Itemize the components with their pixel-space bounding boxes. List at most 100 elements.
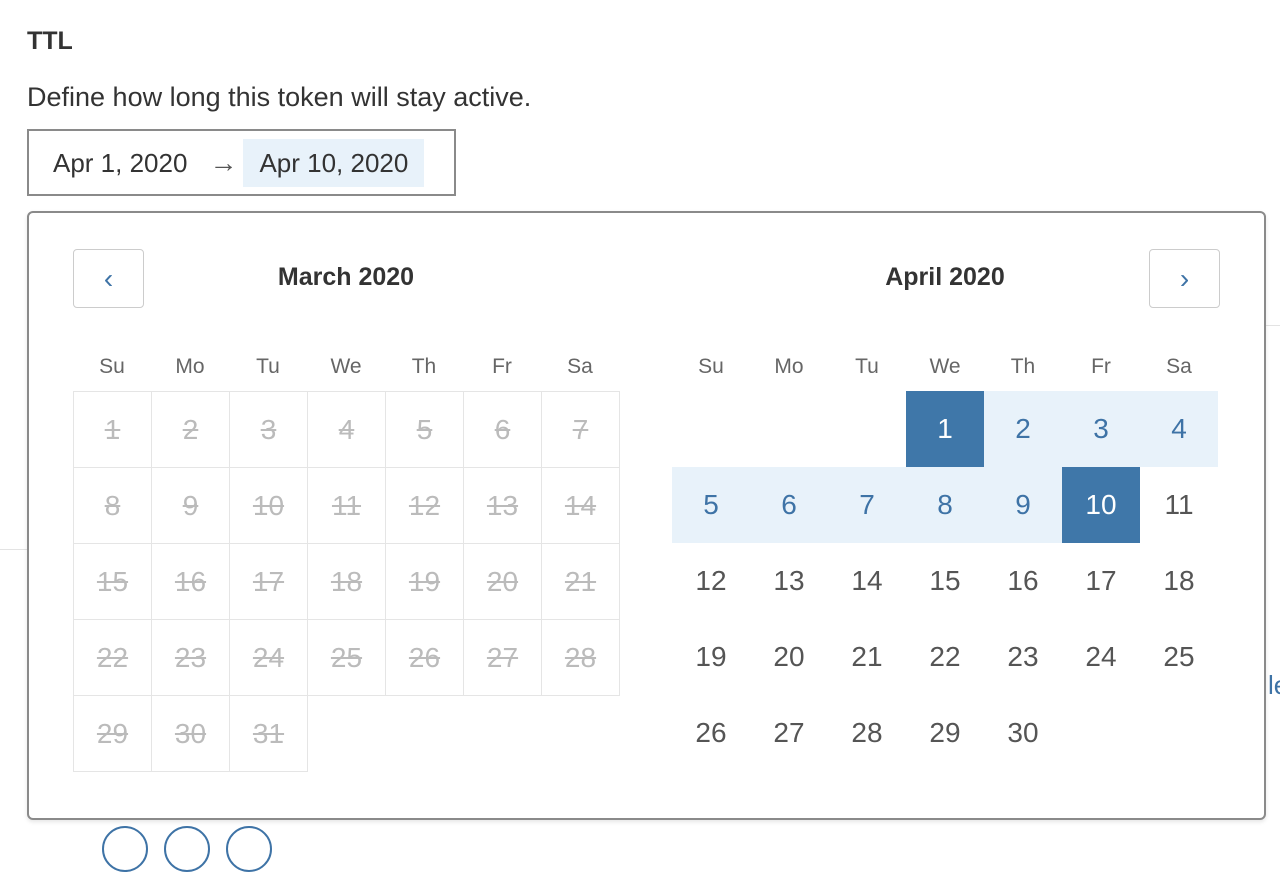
day-cell: 19	[386, 544, 464, 620]
day-cell: 3	[230, 392, 308, 468]
day-cell[interactable]: 18	[1163, 565, 1195, 596]
day-cell: 20	[464, 544, 542, 620]
day-cell[interactable]: 29	[929, 717, 961, 748]
day-cell: 7	[542, 392, 620, 468]
divider	[1266, 325, 1280, 326]
section-description: Define how long this token will stay act…	[27, 82, 532, 112]
day-cell[interactable]: 30	[1007, 717, 1039, 748]
weekday-label: Su	[698, 355, 724, 378]
day-cell[interactable]: 6	[750, 467, 828, 543]
day-cell: 10	[230, 468, 308, 544]
day-cell[interactable]: 21	[851, 641, 883, 672]
day-cell[interactable]: 27	[773, 717, 805, 748]
day-cell[interactable]: 23	[1007, 641, 1039, 672]
day-cell: 12	[386, 468, 464, 544]
day-cell[interactable]: 3	[1062, 391, 1140, 467]
day-cell: 17	[230, 544, 308, 620]
divider	[0, 549, 27, 550]
end-date[interactable]: Apr 10, 2020	[243, 138, 425, 187]
day-cell: 26	[386, 620, 464, 696]
day-cell[interactable]: 9	[984, 467, 1062, 543]
arrow-right-icon: →	[209, 146, 238, 178]
circle-button[interactable]	[102, 826, 148, 872]
day-cell: 29	[74, 696, 152, 772]
day-cell[interactable]: 15	[929, 565, 961, 596]
day-cell: 4	[308, 392, 386, 468]
day-cell: 28	[542, 620, 620, 696]
weekday-label: Fr	[1091, 355, 1111, 378]
weekday-label: Mo	[774, 355, 804, 378]
day-cell[interactable]: 2	[984, 391, 1062, 467]
month-title-march: March 2020	[277, 263, 415, 291]
empty-cell	[750, 391, 828, 467]
day-cell[interactable]: 19	[695, 641, 727, 672]
prev-month-button[interactable]: ‹	[73, 249, 144, 308]
day-cell[interactable]: 4	[1140, 391, 1218, 467]
weekday-label: Tu	[855, 355, 879, 378]
circle-button[interactable]	[226, 826, 272, 872]
section-title: TTL	[27, 27, 73, 55]
day-cell[interactable]: 5	[672, 467, 750, 543]
weekday-label: Th	[1010, 355, 1036, 378]
chevron-left-icon: ‹	[103, 262, 114, 294]
month-title-april: April 2020	[885, 263, 1005, 291]
day-cell: 5	[386, 392, 464, 468]
day-cell: 22	[74, 620, 152, 696]
next-month-button[interactable]: ›	[1149, 249, 1220, 308]
day-cell[interactable]: 17	[1085, 565, 1117, 596]
weekday-label: Th	[411, 355, 437, 378]
day-cell[interactable]: 11	[1164, 489, 1194, 520]
date-picker-popup: ‹ › March 2020 April 2020 Su Mo Tu We Th Fr Sa…	[27, 211, 1266, 820]
day-cell[interactable]: 13	[773, 565, 805, 596]
day-cell[interactable]: 1	[906, 391, 984, 467]
weekday-label: Tu	[256, 355, 280, 378]
weekday-label: Su	[99, 355, 125, 378]
day-cell[interactable]: 7	[828, 467, 906, 543]
day-cell: 9	[152, 468, 230, 544]
weekday-label: We	[330, 355, 362, 378]
day-cell[interactable]: 10	[1062, 467, 1140, 543]
day-cell: 11	[308, 468, 386, 544]
day-cell: 2	[152, 392, 230, 468]
circle-button[interactable]	[164, 826, 210, 872]
day-cell: 24	[230, 620, 308, 696]
day-cell[interactable]: 14	[851, 565, 883, 596]
day-cell: 27	[464, 620, 542, 696]
day-cell: 13	[464, 468, 542, 544]
background-fragment: le	[1268, 670, 1280, 700]
weekday-label: We	[929, 355, 961, 378]
day-cell: 23	[152, 620, 230, 696]
day-cell[interactable]: 16	[1007, 565, 1039, 596]
day-cell[interactable]: 20	[773, 641, 805, 672]
empty-cell	[828, 391, 906, 467]
weekday-header: Su Mo Tu We Th Fr Sa	[73, 355, 619, 379]
day-cell: 1	[74, 392, 152, 468]
day-cell[interactable]: 24	[1085, 641, 1117, 672]
day-cell[interactable]: 22	[929, 641, 961, 672]
day-cell[interactable]: 8	[906, 467, 984, 543]
day-cell: 31	[230, 696, 308, 772]
day-cell[interactable]: 28	[851, 717, 883, 748]
march-grid: 1 2 3 4 5 6 7 8 9 10 11 12 13 14 15 16 17 18 19 20 21 22 23 24 2…	[73, 391, 620, 772]
day-cell: 21	[542, 544, 620, 620]
start-date[interactable]: Apr 1, 2020	[53, 147, 188, 178]
day-cell: 18	[308, 544, 386, 620]
day-cell[interactable]: 12	[695, 565, 727, 596]
weekday-label: Fr	[492, 355, 512, 378]
weekday-label: Sa	[567, 355, 593, 378]
april-grid: 1 2 3 4 5 6 7 8 9 10 11 12 13 14 15 16 17 18 19 20 21 22 23 24 2…	[672, 391, 1218, 771]
day-cell: 6	[464, 392, 542, 468]
weekday-label: Mo	[175, 355, 205, 378]
day-cell: 16	[152, 544, 230, 620]
chevron-right-icon: ›	[1179, 262, 1190, 294]
weekday-header: Su Mo Tu We Th Fr Sa	[672, 355, 1218, 379]
date-range-input[interactable]: Apr 1, 2020 → Apr 10, 2020	[27, 129, 456, 196]
day-cell[interactable]: 25	[1163, 641, 1195, 672]
empty-cell	[672, 391, 750, 467]
day-cell: 30	[152, 696, 230, 772]
day-cell: 25	[308, 620, 386, 696]
day-cell: 15	[74, 544, 152, 620]
day-cell[interactable]: 26	[695, 717, 727, 748]
day-cell: 14	[542, 468, 620, 544]
weekday-label: Sa	[1166, 355, 1192, 378]
